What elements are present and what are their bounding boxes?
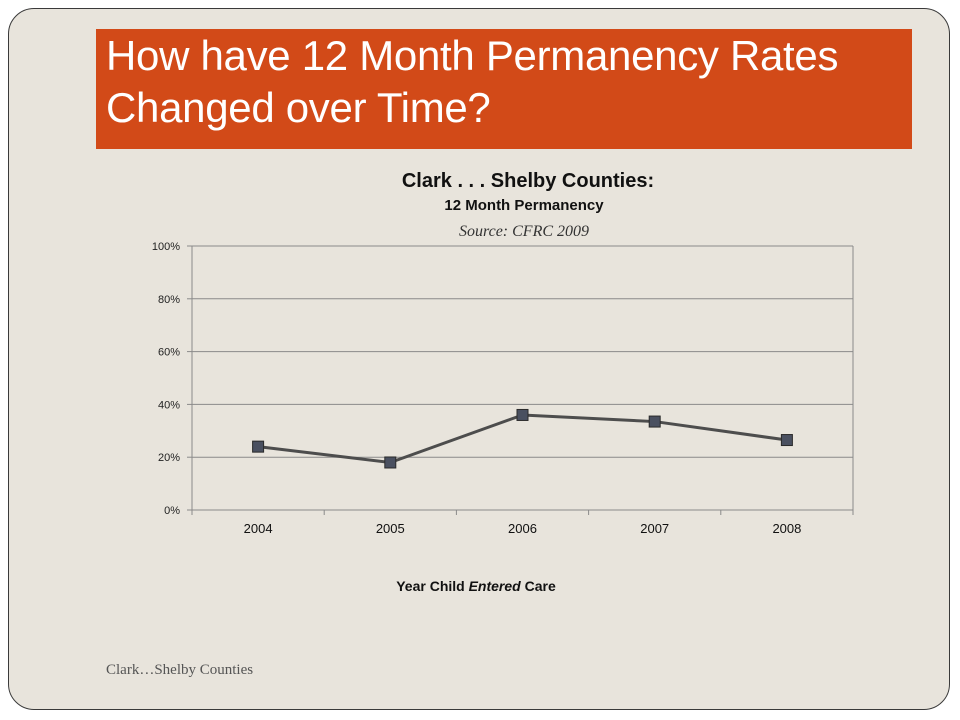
x-tick-label: 2006 xyxy=(508,521,537,536)
y-tick-label: 40% xyxy=(158,399,180,411)
chart-source: Source: CFRC 2009 xyxy=(459,223,589,240)
x-axis-label: Year Child Entered Care xyxy=(396,578,556,594)
y-tick-labels: 0% 20% 40% 60% 80% 100% xyxy=(152,241,180,517)
axes xyxy=(187,245,854,515)
chart-subtitle: 12 Month Permanency xyxy=(444,197,604,214)
y-tick-label: 20% xyxy=(158,452,180,464)
x-axis-label-emphasis: Entered xyxy=(469,578,522,594)
x-tick-labels: 2004 2005 2006 2007 2008 xyxy=(244,521,802,536)
y-tick-label: 60% xyxy=(158,347,180,359)
x-axis-label-after: Care xyxy=(521,578,556,594)
series-line-group xyxy=(252,408,793,469)
data-point-marker xyxy=(780,434,793,447)
y-tick-label: 100% xyxy=(152,241,180,253)
x-tick-label: 2005 xyxy=(376,521,405,536)
footer-text: Clark…Shelby Counties xyxy=(106,662,254,678)
x-tick-label: 2004 xyxy=(244,521,273,536)
data-point-marker xyxy=(384,456,397,469)
x-tick-label: 2008 xyxy=(772,521,801,536)
y-tick-label: 0% xyxy=(164,505,180,517)
series-line xyxy=(257,413,788,465)
y-tick-label: 80% xyxy=(158,294,180,306)
data-point-marker xyxy=(516,408,529,421)
data-point-marker xyxy=(648,415,661,428)
x-axis-label-before: Year Child xyxy=(396,578,468,594)
grid-lines xyxy=(192,245,853,458)
title-bar xyxy=(96,29,912,149)
x-tick-label: 2007 xyxy=(640,521,669,536)
data-point-marker xyxy=(252,440,265,453)
slide-title: How have 12 Month Permanency Rates Chang… xyxy=(106,32,839,131)
chart-title: Clark . . . Shelby Counties: xyxy=(402,170,654,192)
